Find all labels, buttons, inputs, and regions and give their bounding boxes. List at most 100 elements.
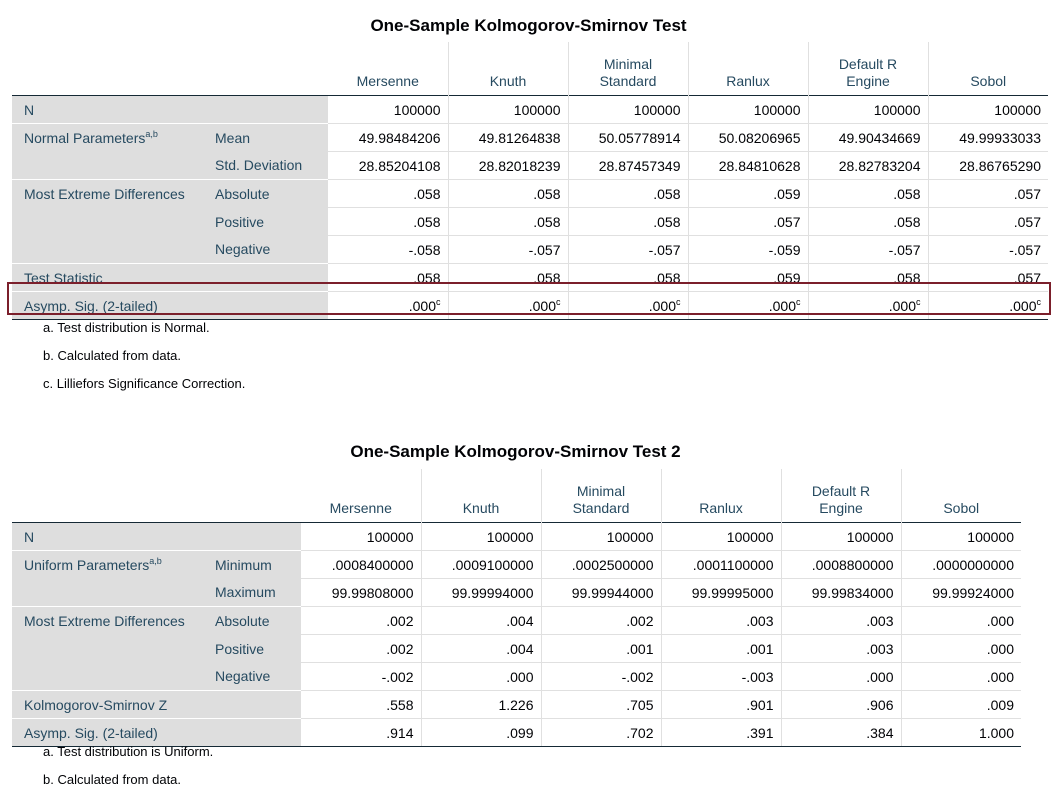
- cell-value: 100000: [513, 101, 561, 118]
- table-cell: .000c: [687, 291, 808, 320]
- footnote-marker: c: [556, 296, 561, 307]
- cell-value: .391: [746, 724, 774, 741]
- table-cell: .000c: [447, 291, 568, 320]
- cell-value: 28.85204108: [358, 157, 441, 174]
- cell-value: .099: [506, 724, 534, 741]
- cell-value: .003: [746, 612, 774, 629]
- cell-value: .901: [746, 696, 774, 713]
- column-header: Sobol: [900, 469, 1021, 523]
- column-header-line2: Sobol: [970, 73, 1007, 89]
- cell-value: .058: [413, 185, 441, 202]
- column-header: Mersenne: [328, 42, 448, 96]
- column-header-line1: [929, 56, 1049, 73]
- cell-value: 50.08206965: [718, 129, 801, 146]
- cell-value: -.057: [528, 241, 561, 258]
- cell-value: .000: [408, 297, 436, 314]
- cell-value: .059: [773, 269, 801, 286]
- row-label: Asymp. Sig. (2-tailed): [12, 291, 328, 320]
- table-row: Test Statistic .058 .058 .058 .059 .058 .057: [12, 263, 1048, 292]
- table-cell: .705: [540, 690, 661, 719]
- column-header-line2: Engine: [846, 73, 890, 89]
- cell-value: .384: [866, 724, 894, 741]
- table1-title: One-Sample Kolmogorov-Smirnov Test: [370, 16, 687, 35]
- table-cell: .009: [900, 690, 1021, 719]
- row-group-label: [12, 662, 210, 691]
- table-cell: 100000: [420, 522, 541, 551]
- row-sublabel: Maximum: [210, 578, 301, 607]
- cell-value: -.003: [741, 668, 774, 685]
- cell-value: .0008400000: [331, 556, 414, 573]
- row-label: N: [12, 95, 328, 124]
- cell-value: .000: [888, 297, 916, 314]
- table-cell: -.057: [807, 235, 928, 264]
- table-cell: .058: [328, 179, 448, 208]
- table-row: Positive .058 .058 .058 .057 .058 .057: [12, 207, 1048, 236]
- table-cell: .058: [567, 179, 688, 208]
- cell-value: 28.87457349: [598, 157, 681, 174]
- table-cell: 99.99994000: [420, 578, 541, 607]
- column-header-line2: Mersenne: [329, 500, 392, 516]
- row-group-label: Most Extreme Differences: [12, 179, 210, 208]
- cell-value: .702: [626, 724, 654, 741]
- row-group-label: [12, 578, 210, 607]
- table-cell: 49.81264838: [447, 123, 568, 152]
- table-cell: -.057: [447, 235, 568, 264]
- cell-value: .058: [533, 213, 561, 230]
- cell-value: 28.82018239: [478, 157, 561, 174]
- column-header: Knuth: [420, 469, 541, 523]
- table-cell: 1.226: [420, 690, 541, 719]
- table-cell: 28.87457349: [567, 151, 688, 180]
- table-cell: .004: [420, 606, 541, 635]
- table-cell: 50.05778914: [567, 123, 688, 152]
- cell-value: 99.99995000: [691, 584, 774, 601]
- table-cell: 100000: [328, 95, 448, 124]
- header-blank: [12, 469, 301, 523]
- cell-value: 100000: [994, 101, 1041, 118]
- row-label-text: N: [24, 528, 35, 545]
- table-cell: 100000: [540, 522, 661, 551]
- table-cell: 100000: [900, 522, 1021, 551]
- row-group-label-text: Most Extreme Differences: [24, 612, 185, 629]
- table-cell: .000c: [927, 291, 1048, 320]
- row-label-text: Asymp. Sig. (2-tailed): [24, 297, 158, 314]
- table-cell: 100000: [807, 95, 928, 124]
- table-row: Asymp. Sig. (2-tailed) .914 .099 .702 .391 .3…: [12, 718, 1021, 747]
- table-cell: 100000: [687, 95, 808, 124]
- table-cell: .058: [328, 207, 448, 236]
- cell-value: 100000: [726, 528, 774, 545]
- footnote-marker: a,b: [145, 128, 158, 139]
- column-header: Minimal Standard: [540, 469, 661, 523]
- table-cell: .057: [687, 207, 808, 236]
- cell-value: -.002: [621, 668, 654, 685]
- table-cell: .000c: [807, 291, 928, 320]
- row-sublabel: Negative: [210, 235, 328, 264]
- table-cell: .002: [301, 606, 421, 635]
- table-cell: .000: [420, 662, 541, 691]
- footnote-marker: c: [916, 296, 921, 307]
- cell-value: .002: [626, 612, 654, 629]
- cell-value: .0001100000: [692, 556, 774, 573]
- table-cell: .002: [301, 634, 421, 663]
- row-group-label: Uniform Parametersa,b: [12, 550, 210, 579]
- table-row: Kolmogorov-Smirnov Z .558 1.226 .705 .901 .90…: [12, 690, 1021, 719]
- table-cell: -.002: [540, 662, 661, 691]
- row-group-label: Normal Parametersa,b: [12, 123, 210, 152]
- table-cell: 100000: [780, 522, 901, 551]
- table-cell: 99.99944000: [540, 578, 661, 607]
- table-cell: 100000: [447, 95, 568, 124]
- cell-value: 28.86765290: [959, 157, 1041, 174]
- table-row: N 100000 100000 100000 100000 100000 100000: [12, 95, 1048, 124]
- cell-value: -.059: [768, 241, 801, 258]
- cell-value: 100000: [873, 101, 921, 118]
- cell-value: .000: [506, 668, 534, 685]
- table1-footnote-a: a. Test distribution is Normal.: [43, 320, 210, 335]
- cell-value: 100000: [633, 101, 681, 118]
- cell-value: .906: [866, 696, 894, 713]
- cell-value: .001: [746, 640, 774, 657]
- table-cell: .003: [780, 606, 901, 635]
- table-row: Uniform Parametersa,b Minimum .0008400000.…: [12, 550, 1021, 579]
- row-sublabel: Minimum: [210, 550, 301, 579]
- table-cell: 28.86765290: [927, 151, 1048, 180]
- cell-value: 100000: [606, 528, 654, 545]
- row-label-text: Asymp. Sig. (2-tailed): [24, 724, 158, 741]
